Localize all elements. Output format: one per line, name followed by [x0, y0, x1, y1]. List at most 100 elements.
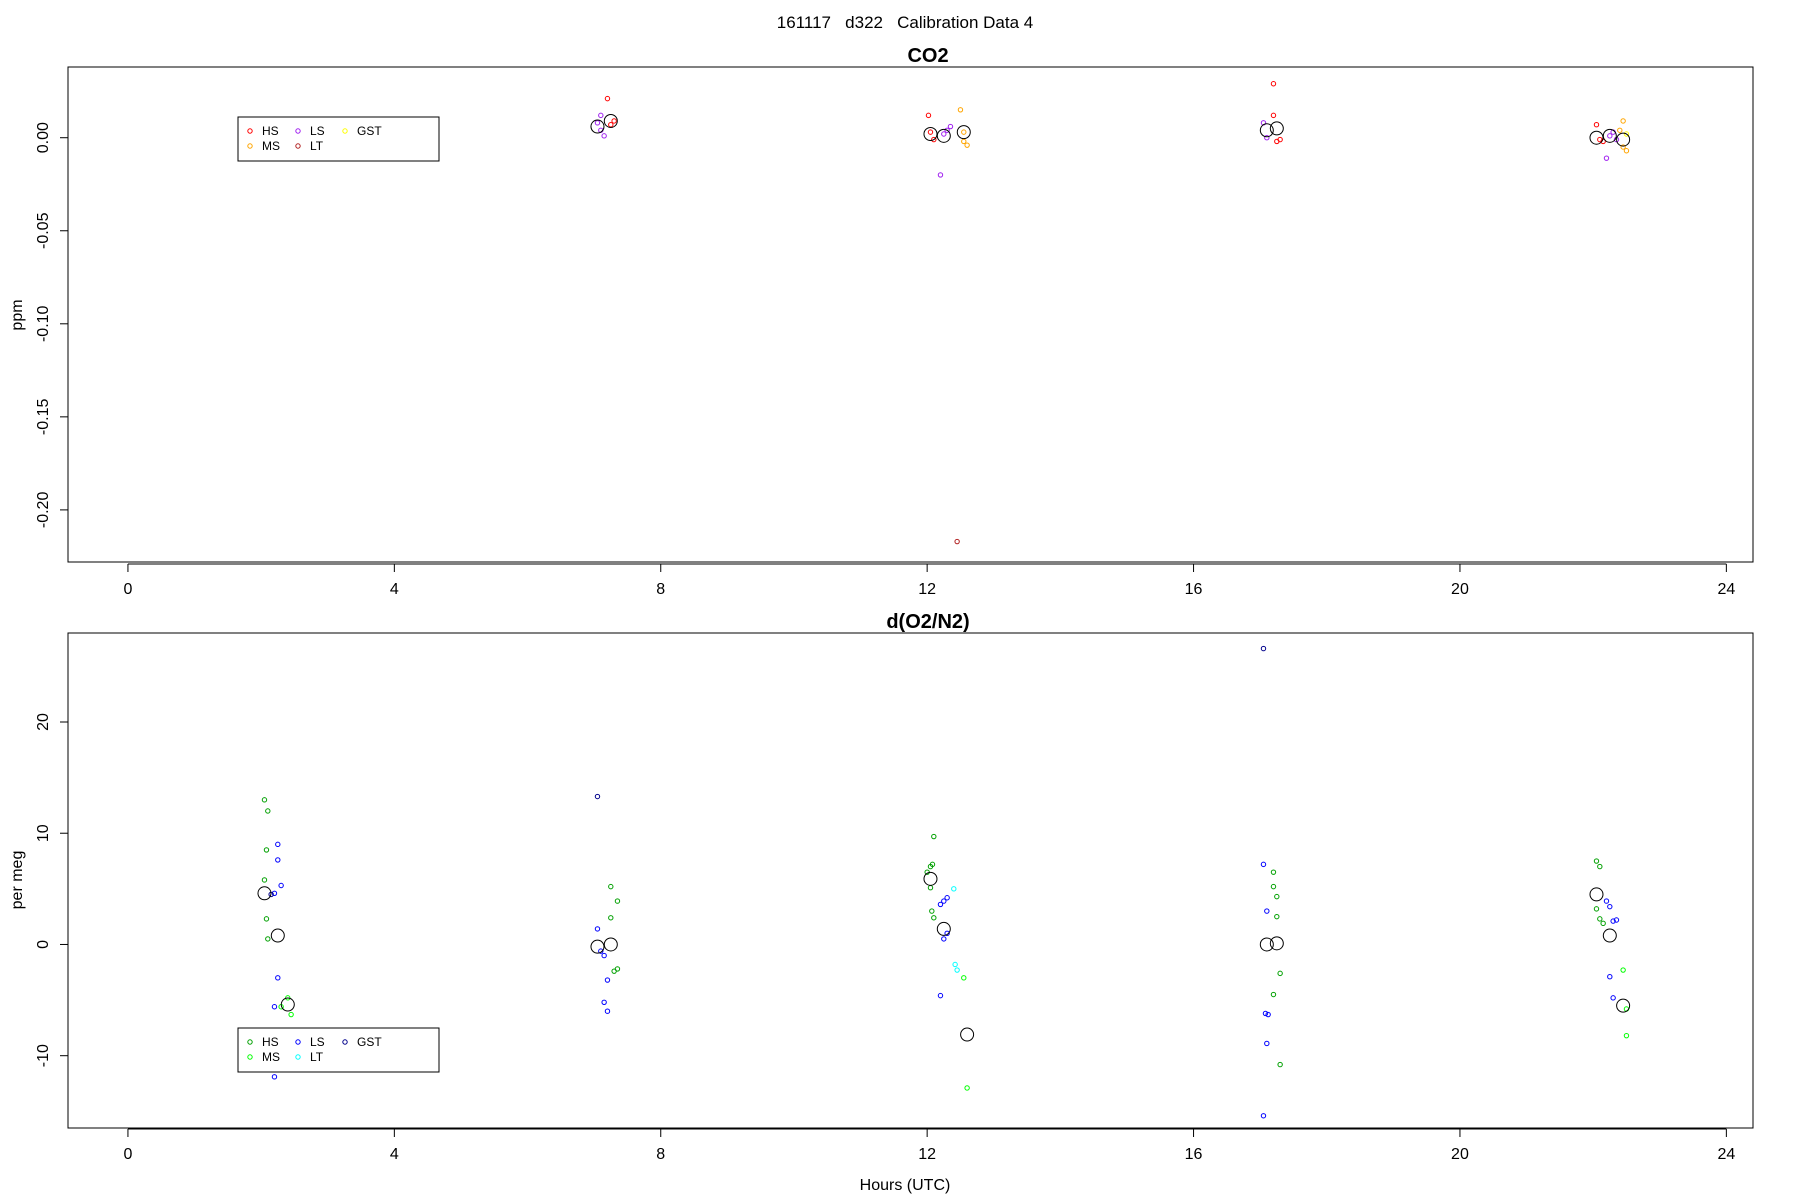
o2n2-legend-label: GST	[357, 1035, 382, 1049]
o2n2-point-hs	[608, 883, 614, 890]
o2n2-point-ls	[601, 999, 607, 1006]
co2-point-hs	[611, 118, 617, 124]
o2n2-point-ls	[1613, 917, 1620, 923]
o2n2-point-ls	[604, 977, 611, 983]
co2-y-tick-label: -0.15	[35, 399, 52, 436]
o2n2-point-ls	[1260, 861, 1267, 868]
co2-point-ms	[961, 129, 967, 135]
o2n2-mean-marker	[280, 997, 295, 1012]
o2n2-mean-marker	[590, 939, 605, 954]
co2-point-ms	[961, 138, 967, 145]
o2n2-point-ls	[1607, 903, 1613, 910]
x-axis-label: Hours (UTC)	[860, 1177, 951, 1194]
o2n2-point-ls	[1264, 908, 1270, 914]
o2n2-point-ms	[288, 1011, 294, 1018]
o2n2-point-ls	[275, 975, 281, 981]
co2-data-points	[594, 81, 1630, 545]
co2-point-ls	[941, 131, 947, 137]
co2-x-tick-label: 24	[1717, 581, 1735, 598]
o2n2-mean-marker	[603, 937, 618, 952]
co2-point-hs	[1270, 112, 1277, 119]
o2n2-point-hs	[1600, 920, 1606, 927]
co2-point-ms	[957, 107, 964, 113]
co2-legend-label: LT	[310, 139, 324, 153]
o2n2-mean-marker	[270, 928, 285, 943]
co2-mean-marker	[1259, 123, 1274, 138]
o2n2-mean-marker	[257, 886, 272, 901]
o2n2-point-hs	[927, 885, 934, 891]
o2n2-x-tick-label: 4	[390, 1146, 399, 1163]
co2-point-ms	[964, 142, 970, 148]
o2n2-legend-label: LT	[310, 1050, 324, 1064]
o2n2-point-ls	[1262, 1010, 1269, 1017]
o2n2-mean-marker	[1589, 887, 1604, 902]
co2-y-axis: 0.00 -0.05 -0.10 -0.15 -0.20	[35, 122, 68, 528]
o2n2-y-tick-label: 0	[35, 940, 52, 949]
co2-point-hs	[927, 129, 934, 135]
co2-x-tick-label: 8	[656, 581, 665, 598]
co2-legend-swatch	[342, 128, 348, 134]
co2-mean-marker	[1589, 130, 1604, 145]
co2-mean-marker	[956, 125, 971, 140]
o2n2-point-hs	[1597, 863, 1603, 870]
co2-mean-marker	[590, 119, 605, 134]
o2n2-point-hs	[1270, 869, 1277, 875]
co2-x-tick-label: 20	[1451, 581, 1469, 598]
co2-point-ls	[944, 127, 950, 133]
o2n2-point-hs	[1597, 916, 1603, 922]
o2n2-point-hs	[614, 898, 621, 904]
o2n2-point-ls	[944, 930, 950, 937]
o2n2-point-hs	[608, 915, 614, 921]
co2-x-tick-label: 16	[1185, 581, 1203, 598]
o2n2-mean-marker	[1259, 937, 1274, 952]
o2n2-point-ls	[598, 948, 604, 954]
o2n2-plot-frame	[67, 632, 1754, 1129]
co2-y-tick-label: 0.00	[35, 122, 52, 153]
o2n2-point-hs	[1270, 883, 1277, 890]
co2-mean-markers	[590, 113, 1631, 147]
o2n2-point-hs	[614, 966, 621, 972]
co2-point-ls	[1603, 155, 1610, 161]
co2-point-hs	[604, 95, 611, 102]
co2-legend-label: HS	[262, 124, 279, 138]
o2n2-mean-markers	[257, 871, 1631, 1042]
o2n2-point-ls	[941, 936, 947, 942]
o2n2-point-gst	[594, 793, 601, 800]
o2n2-point-hs	[1277, 1061, 1283, 1068]
co2-point-ls	[601, 133, 607, 139]
o2n2-point-hs	[1593, 858, 1600, 864]
o2n2-title: d(O2/N2)	[886, 611, 969, 633]
co2-point-ms	[1620, 118, 1626, 124]
o2n2-point-ls	[937, 992, 944, 999]
o2n2-legend-swatch	[342, 1039, 348, 1045]
o2n2-point-hs	[1593, 906, 1600, 912]
o2n2-point-ls	[271, 1004, 278, 1010]
o2n2-mean-marker	[1616, 998, 1631, 1013]
co2-mean-marker	[603, 113, 618, 128]
co2-point-hs	[608, 121, 614, 128]
o2n2-point-ls	[278, 882, 284, 889]
o2n2-point-lt	[952, 961, 958, 968]
o2n2-point-hs	[1277, 970, 1283, 977]
co2-point-ms	[1623, 148, 1630, 154]
o2n2-point-hs	[929, 908, 935, 914]
co2-legend-swatch	[295, 128, 301, 134]
figure-title: 161117 d322 Calibration Data 4	[777, 13, 1033, 32]
co2-y-tick-label: -0.10	[35, 305, 52, 342]
o2n2-point-ls	[1260, 1113, 1267, 1119]
o2n2-legend-label: HS	[262, 1035, 279, 1049]
o2n2-data-points	[261, 645, 1630, 1119]
o2n2-point-ms	[964, 1085, 970, 1091]
o2n2-mean-marker	[960, 1027, 975, 1042]
o2n2-point-hs	[263, 847, 270, 853]
co2-point-lt	[954, 538, 960, 545]
o2n2-point-hs	[1274, 893, 1280, 900]
o2n2-point-ls	[1610, 918, 1616, 924]
co2-point-hs	[1277, 136, 1283, 143]
co2-point-hs	[925, 112, 932, 119]
o2n2-point-hs	[265, 936, 271, 942]
o2n2-point-hs	[931, 833, 937, 840]
co2-point-ls	[598, 112, 604, 119]
